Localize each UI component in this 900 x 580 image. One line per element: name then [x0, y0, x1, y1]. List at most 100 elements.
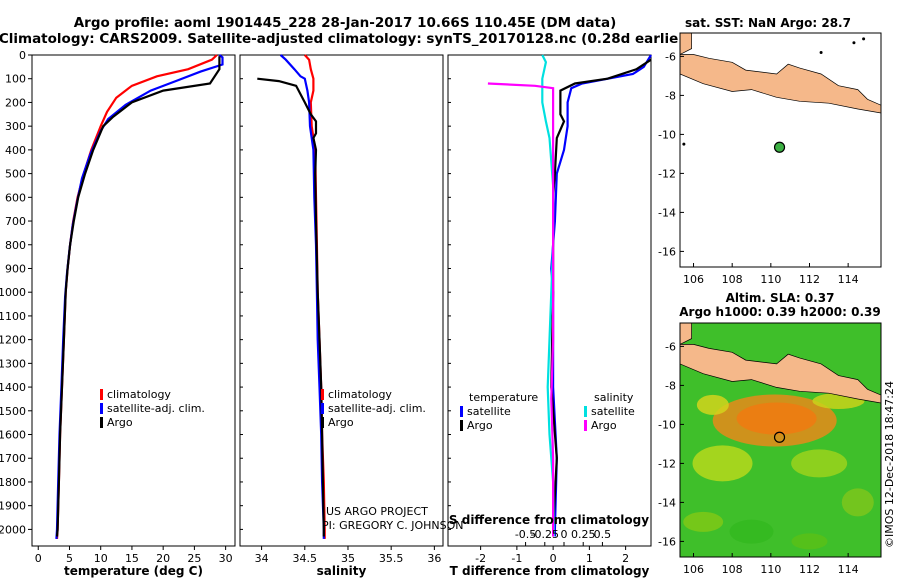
x-tick-label: 0	[35, 552, 42, 565]
x-tick-label: 1	[586, 552, 593, 565]
temperature-chart: 0 5 10 15 20 25 30 temperature (deg C) 0 100 200 30…	[0, 49, 233, 578]
x2-tick-label: 0.25	[571, 528, 596, 541]
legend-swatch	[460, 406, 463, 417]
sla-anomaly-patch	[696, 394, 729, 415]
y-tick-label: 200	[5, 96, 26, 109]
map-x-tick-label: 106	[683, 563, 704, 576]
small-island	[862, 37, 866, 41]
sla-anomaly-patch	[729, 519, 774, 544]
java-landmass	[680, 344, 881, 404]
x-tick-label: 0	[550, 552, 557, 565]
legend-label: satellite-adj. clim.	[107, 402, 205, 415]
map-x-tick-label: 108	[722, 563, 743, 576]
x-tick-label: 5	[66, 552, 73, 565]
legend-label: Argo	[467, 419, 493, 432]
legend-swatch	[100, 417, 103, 428]
temperature-panel-frame	[31, 54, 236, 547]
map-y-tick-label: -12	[658, 457, 676, 470]
legend-swatch	[321, 417, 324, 428]
figure-title-line2: Climatology: CARS2009. Satellite-adjuste…	[0, 31, 691, 47]
sla-map: 106 108 110 112 114 -6 -8 -10 -12 -14 -16	[658, 322, 882, 576]
legend-group-temperature: temperature	[469, 391, 538, 404]
x-axis-label: T difference from climatology	[450, 564, 650, 578]
x-tick-label: 10	[94, 552, 108, 565]
series-line-satellite-adj-clim-	[55, 54, 224, 539]
x-tick-label: 35	[341, 552, 355, 565]
x-tick-label: -2	[475, 552, 486, 565]
sla-anomaly-patch	[791, 533, 828, 550]
y-tick-label: 1500	[0, 405, 26, 418]
legend-swatch	[460, 420, 463, 431]
small-island	[852, 41, 856, 45]
map-x-tick-label: 112	[799, 563, 820, 576]
map-x-tick-label: 114	[838, 273, 859, 286]
legend-swatch	[100, 403, 103, 414]
y-tick-label: 1700	[0, 452, 26, 465]
y-tick-label: 100	[5, 73, 26, 86]
sla-anomaly-patch	[692, 445, 753, 482]
y-tick-label: 1000	[0, 286, 26, 299]
y-tick-label: 1400	[0, 381, 26, 394]
x-tick-label: 20	[156, 552, 170, 565]
figure-title-line1: Argo profile: aoml 1901445_228 28-Jan-20…	[74, 15, 617, 31]
map-x-tick-label: 114	[838, 563, 859, 576]
map-x-tick-label: 106	[683, 273, 704, 286]
legend-group-salinity: salinity	[594, 391, 634, 404]
sumatra-landmass	[680, 33, 692, 55]
y-tick-label: 1300	[0, 357, 26, 370]
difference-chart: -2 -1 0 1 2T difference from climatology S di…	[448, 54, 652, 578]
map-y-tick-label: -16	[658, 245, 676, 258]
map-y-tick-label: -12	[658, 167, 676, 180]
map-y-tick-label: -8	[665, 89, 676, 102]
legend-label: satellite	[591, 405, 635, 418]
map-y-tick-label: -10	[658, 418, 676, 431]
x2-tick-label: -0.25	[531, 528, 559, 541]
legend-swatch	[100, 389, 103, 400]
map-y-tick-label: -6	[665, 340, 676, 353]
legend-label: Argo	[107, 416, 133, 429]
x-axis-label: salinity	[317, 564, 367, 578]
x2-tick-label: 0	[561, 528, 568, 541]
small-island	[682, 142, 686, 146]
legend-swatch	[584, 406, 587, 417]
sst-map-title: sat. SST: NaN Argo: 28.7	[685, 16, 851, 30]
x-tick-label: 25	[187, 552, 201, 565]
legend-label: satellite-adj. clim.	[328, 402, 426, 415]
sla-map-title-line1: Altim. SLA: 0.37	[726, 291, 835, 305]
map-x-tick-label: 110	[760, 273, 781, 286]
difference-panel-frame	[447, 54, 652, 547]
legend-swatch	[321, 403, 324, 414]
legend-label: Argo	[591, 419, 617, 432]
y-tick-label: 300	[5, 120, 26, 133]
y-tick-label: 500	[5, 168, 26, 181]
x-tick-label: 34	[255, 552, 269, 565]
map-frame	[679, 32, 882, 268]
legend-swatch	[321, 389, 324, 400]
y-tick-label: 400	[5, 144, 26, 157]
y-tick-label: 1200	[0, 334, 26, 347]
sla-anomaly-patch	[841, 488, 874, 517]
x-tick-label: 30	[219, 552, 233, 565]
series-line-argo	[257, 77, 325, 537]
sla-map-title-line2: Argo h1000: 0.39 h2000: 0.39	[679, 305, 880, 319]
y-tick-label: 1900	[0, 500, 26, 513]
sumatra-landmass	[680, 323, 692, 345]
y-tick-label: 0	[19, 49, 26, 62]
map-y-tick-label: -14	[658, 496, 676, 509]
x-tick-label: 35.5	[379, 552, 404, 565]
legend-label: Argo	[328, 416, 354, 429]
credit-project: US ARGO PROJECT	[326, 505, 428, 518]
y-tick-label: 800	[5, 239, 26, 252]
y-tick-label: 600	[5, 191, 26, 204]
y-tick-label: 900	[5, 262, 26, 275]
x-axis-label: temperature (deg C)	[64, 564, 203, 578]
y-tick-label: 1600	[0, 429, 26, 442]
map-y-tick-label: -10	[658, 128, 676, 141]
sla-anomaly-patch	[683, 511, 724, 532]
series-line-climatology	[55, 54, 218, 539]
y-tick-label: 1100	[0, 310, 26, 323]
map-y-tick-label: -6	[665, 50, 676, 63]
map-x-tick-label: 112	[799, 273, 820, 286]
x2-axis-label: S difference from climatology	[449, 513, 649, 527]
x-tick-label: 2	[622, 552, 629, 565]
